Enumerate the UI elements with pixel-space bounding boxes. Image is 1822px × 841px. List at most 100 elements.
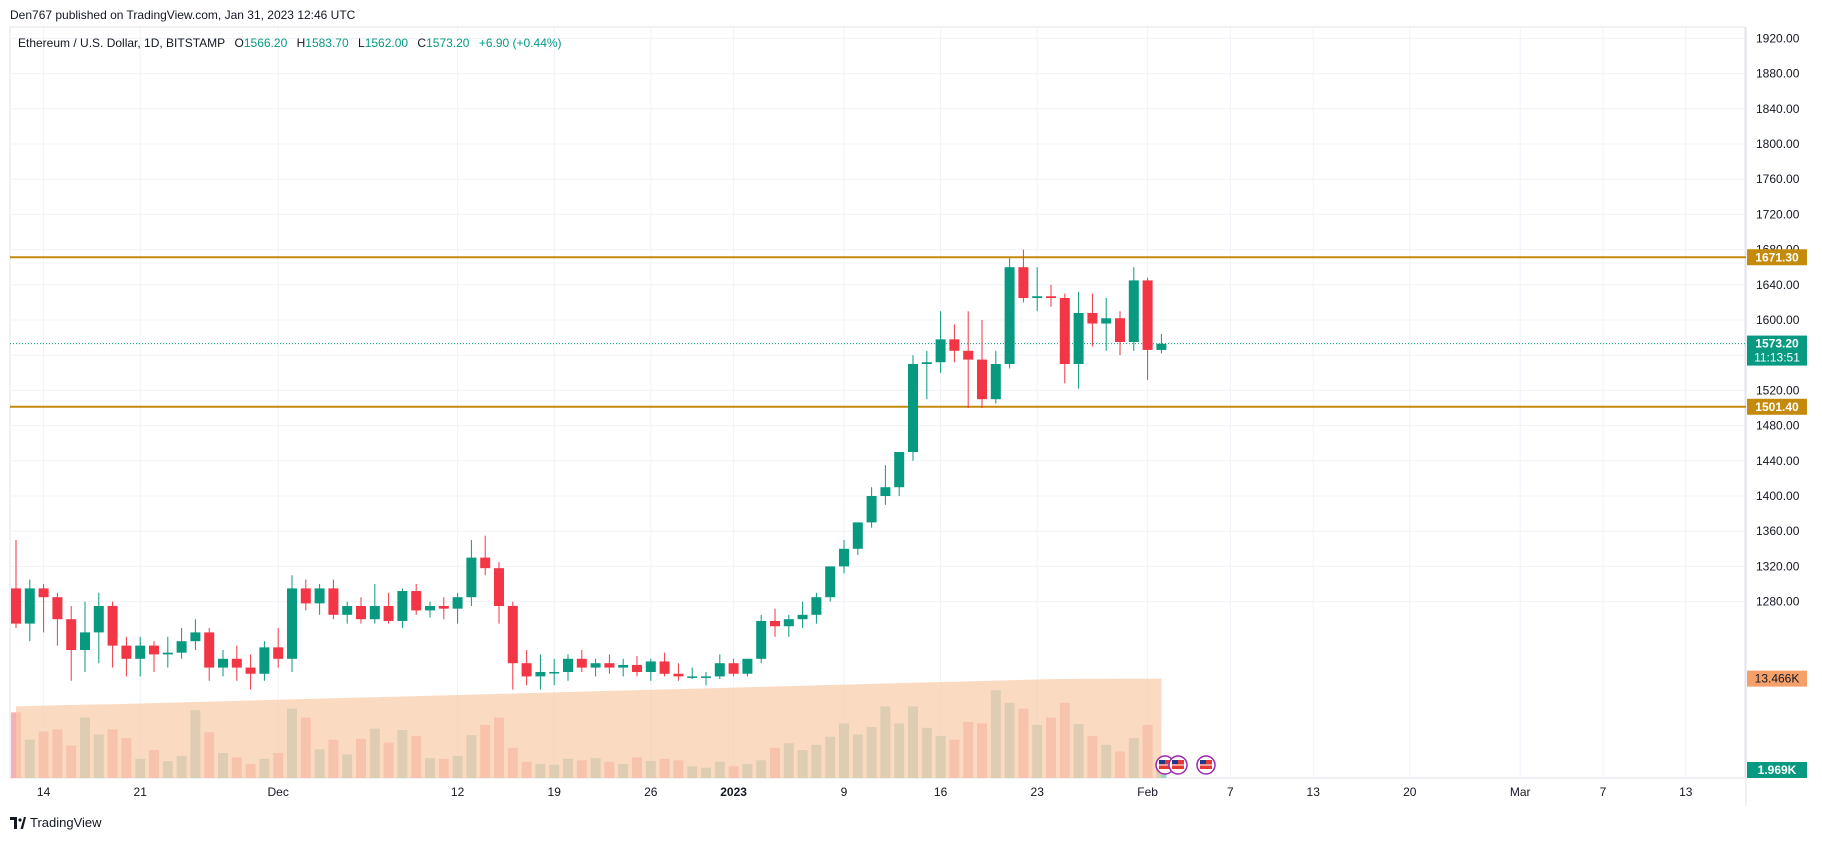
candle-body bbox=[273, 647, 284, 659]
candle-body bbox=[1115, 318, 1125, 342]
us-flag-icon[interactable] bbox=[1196, 755, 1216, 775]
x-tick-label: Dec bbox=[268, 785, 289, 799]
candle-body bbox=[259, 647, 270, 674]
candle-body bbox=[852, 522, 863, 549]
y-tick-label: 1800.00 bbox=[1756, 137, 1800, 151]
y-tick-label: 1400.00 bbox=[1756, 489, 1800, 503]
x-tick-label: 26 bbox=[644, 785, 658, 799]
level-price-tag bbox=[1747, 249, 1807, 266]
candle-body bbox=[618, 664, 629, 668]
y-tick-label: 1520.00 bbox=[1756, 383, 1800, 397]
y-tick-label: 1880.00 bbox=[1756, 67, 1800, 81]
y-tick-label: 1320.00 bbox=[1756, 559, 1800, 573]
x-tick-label: 13 bbox=[1679, 785, 1693, 799]
volume-ma-tag bbox=[1747, 670, 1807, 687]
y-tick-label: 1920.00 bbox=[1756, 31, 1800, 45]
x-tick-label: 12 bbox=[451, 785, 465, 799]
flag-canton bbox=[1172, 760, 1178, 764]
legend-close-label: C bbox=[417, 36, 427, 50]
candle-body bbox=[383, 606, 394, 621]
candle-body bbox=[590, 663, 601, 668]
candle-body bbox=[576, 658, 587, 668]
us-flag-icon[interactable] bbox=[1168, 755, 1188, 775]
candle-body bbox=[397, 591, 408, 621]
candle-body bbox=[300, 588, 311, 604]
level-price-label: 1501.40 bbox=[1755, 400, 1799, 414]
candle-body bbox=[24, 588, 35, 624]
last-price-tag bbox=[1747, 335, 1807, 366]
candle-body bbox=[770, 620, 780, 627]
candle-body bbox=[632, 664, 642, 672]
candle-body bbox=[949, 339, 960, 351]
candle-body bbox=[149, 645, 159, 655]
footer-brand: TradingView bbox=[30, 815, 102, 830]
candle-body bbox=[563, 658, 573, 672]
candle-body bbox=[11, 588, 21, 624]
candle-body bbox=[93, 606, 104, 633]
candle-body bbox=[1032, 296, 1043, 298]
y-tick-label: 1280.00 bbox=[1756, 595, 1800, 609]
candle-body bbox=[425, 606, 435, 611]
candle-body bbox=[866, 496, 877, 523]
x-tick-label: 21 bbox=[134, 785, 148, 799]
candle-body bbox=[728, 663, 739, 674]
x-tick-label: 19 bbox=[548, 785, 562, 799]
y-tick-label: 1720.00 bbox=[1756, 207, 1800, 221]
x-tick-label: 20 bbox=[1403, 785, 1417, 799]
x-tick-label: 23 bbox=[1031, 785, 1045, 799]
y-tick-label: 1840.00 bbox=[1756, 102, 1800, 116]
candle-body bbox=[673, 673, 684, 677]
candle-body bbox=[935, 339, 946, 363]
y-tick-label: 1760.00 bbox=[1756, 172, 1800, 186]
x-tick-label: 7 bbox=[1227, 785, 1234, 799]
candle-body bbox=[52, 597, 63, 620]
x-tick-label: Mar bbox=[1510, 785, 1531, 799]
candle-body bbox=[521, 663, 532, 677]
candle-body bbox=[494, 568, 504, 606]
x-tick-label: 2023 bbox=[720, 785, 747, 799]
candle-body bbox=[604, 663, 615, 668]
legend-symbol: Ethereum / U.S. Dollar, 1D, BITSTAMP bbox=[18, 36, 226, 50]
legend-high-label: H bbox=[296, 36, 306, 50]
x-tick-label: 7 bbox=[1600, 785, 1607, 799]
legend-high-value: 1583.70 bbox=[305, 36, 349, 50]
candle-body bbox=[328, 588, 339, 615]
candle-body bbox=[811, 597, 822, 615]
candle-body bbox=[714, 663, 725, 677]
candle-body bbox=[1004, 267, 1015, 364]
volume-ma-label: 13.466K bbox=[1755, 672, 1800, 686]
candle-body bbox=[245, 667, 256, 674]
publisher-text: Den767 published on TradingView.com, Jan… bbox=[10, 8, 356, 22]
candle-body bbox=[1073, 312, 1084, 364]
candle-body bbox=[1128, 280, 1139, 342]
candle-body bbox=[535, 672, 546, 677]
legend-open-label: O bbox=[234, 36, 244, 50]
candle-body bbox=[894, 452, 905, 488]
candle-body bbox=[107, 606, 118, 646]
candle-body bbox=[825, 566, 836, 598]
candle-body bbox=[356, 606, 366, 620]
tradingview-footer[interactable]: TradingView bbox=[10, 815, 102, 830]
candle-body bbox=[80, 632, 90, 650]
volume-ma-area bbox=[16, 678, 1162, 778]
candle-body bbox=[1087, 312, 1098, 324]
candle-body bbox=[204, 632, 215, 668]
candle-body bbox=[1018, 267, 1029, 298]
candle-body bbox=[921, 362, 932, 364]
candle-body bbox=[369, 606, 380, 620]
candle-body bbox=[135, 645, 146, 659]
candle-body bbox=[176, 641, 187, 653]
candle-body bbox=[659, 661, 670, 674]
x-tick-label: Feb bbox=[1137, 785, 1158, 799]
candles bbox=[11, 249, 1167, 690]
tradingview-logo-icon bbox=[10, 816, 26, 829]
candle-body bbox=[287, 588, 297, 659]
candle-body bbox=[990, 364, 1001, 400]
y-tick-label: 1480.00 bbox=[1756, 419, 1800, 433]
x-tick-label: 14 bbox=[37, 785, 51, 799]
candle-body bbox=[452, 597, 463, 609]
legend-change: +6.90 (+0.44%) bbox=[478, 36, 562, 50]
candle-body bbox=[1142, 280, 1153, 350]
candle-body bbox=[231, 658, 242, 668]
